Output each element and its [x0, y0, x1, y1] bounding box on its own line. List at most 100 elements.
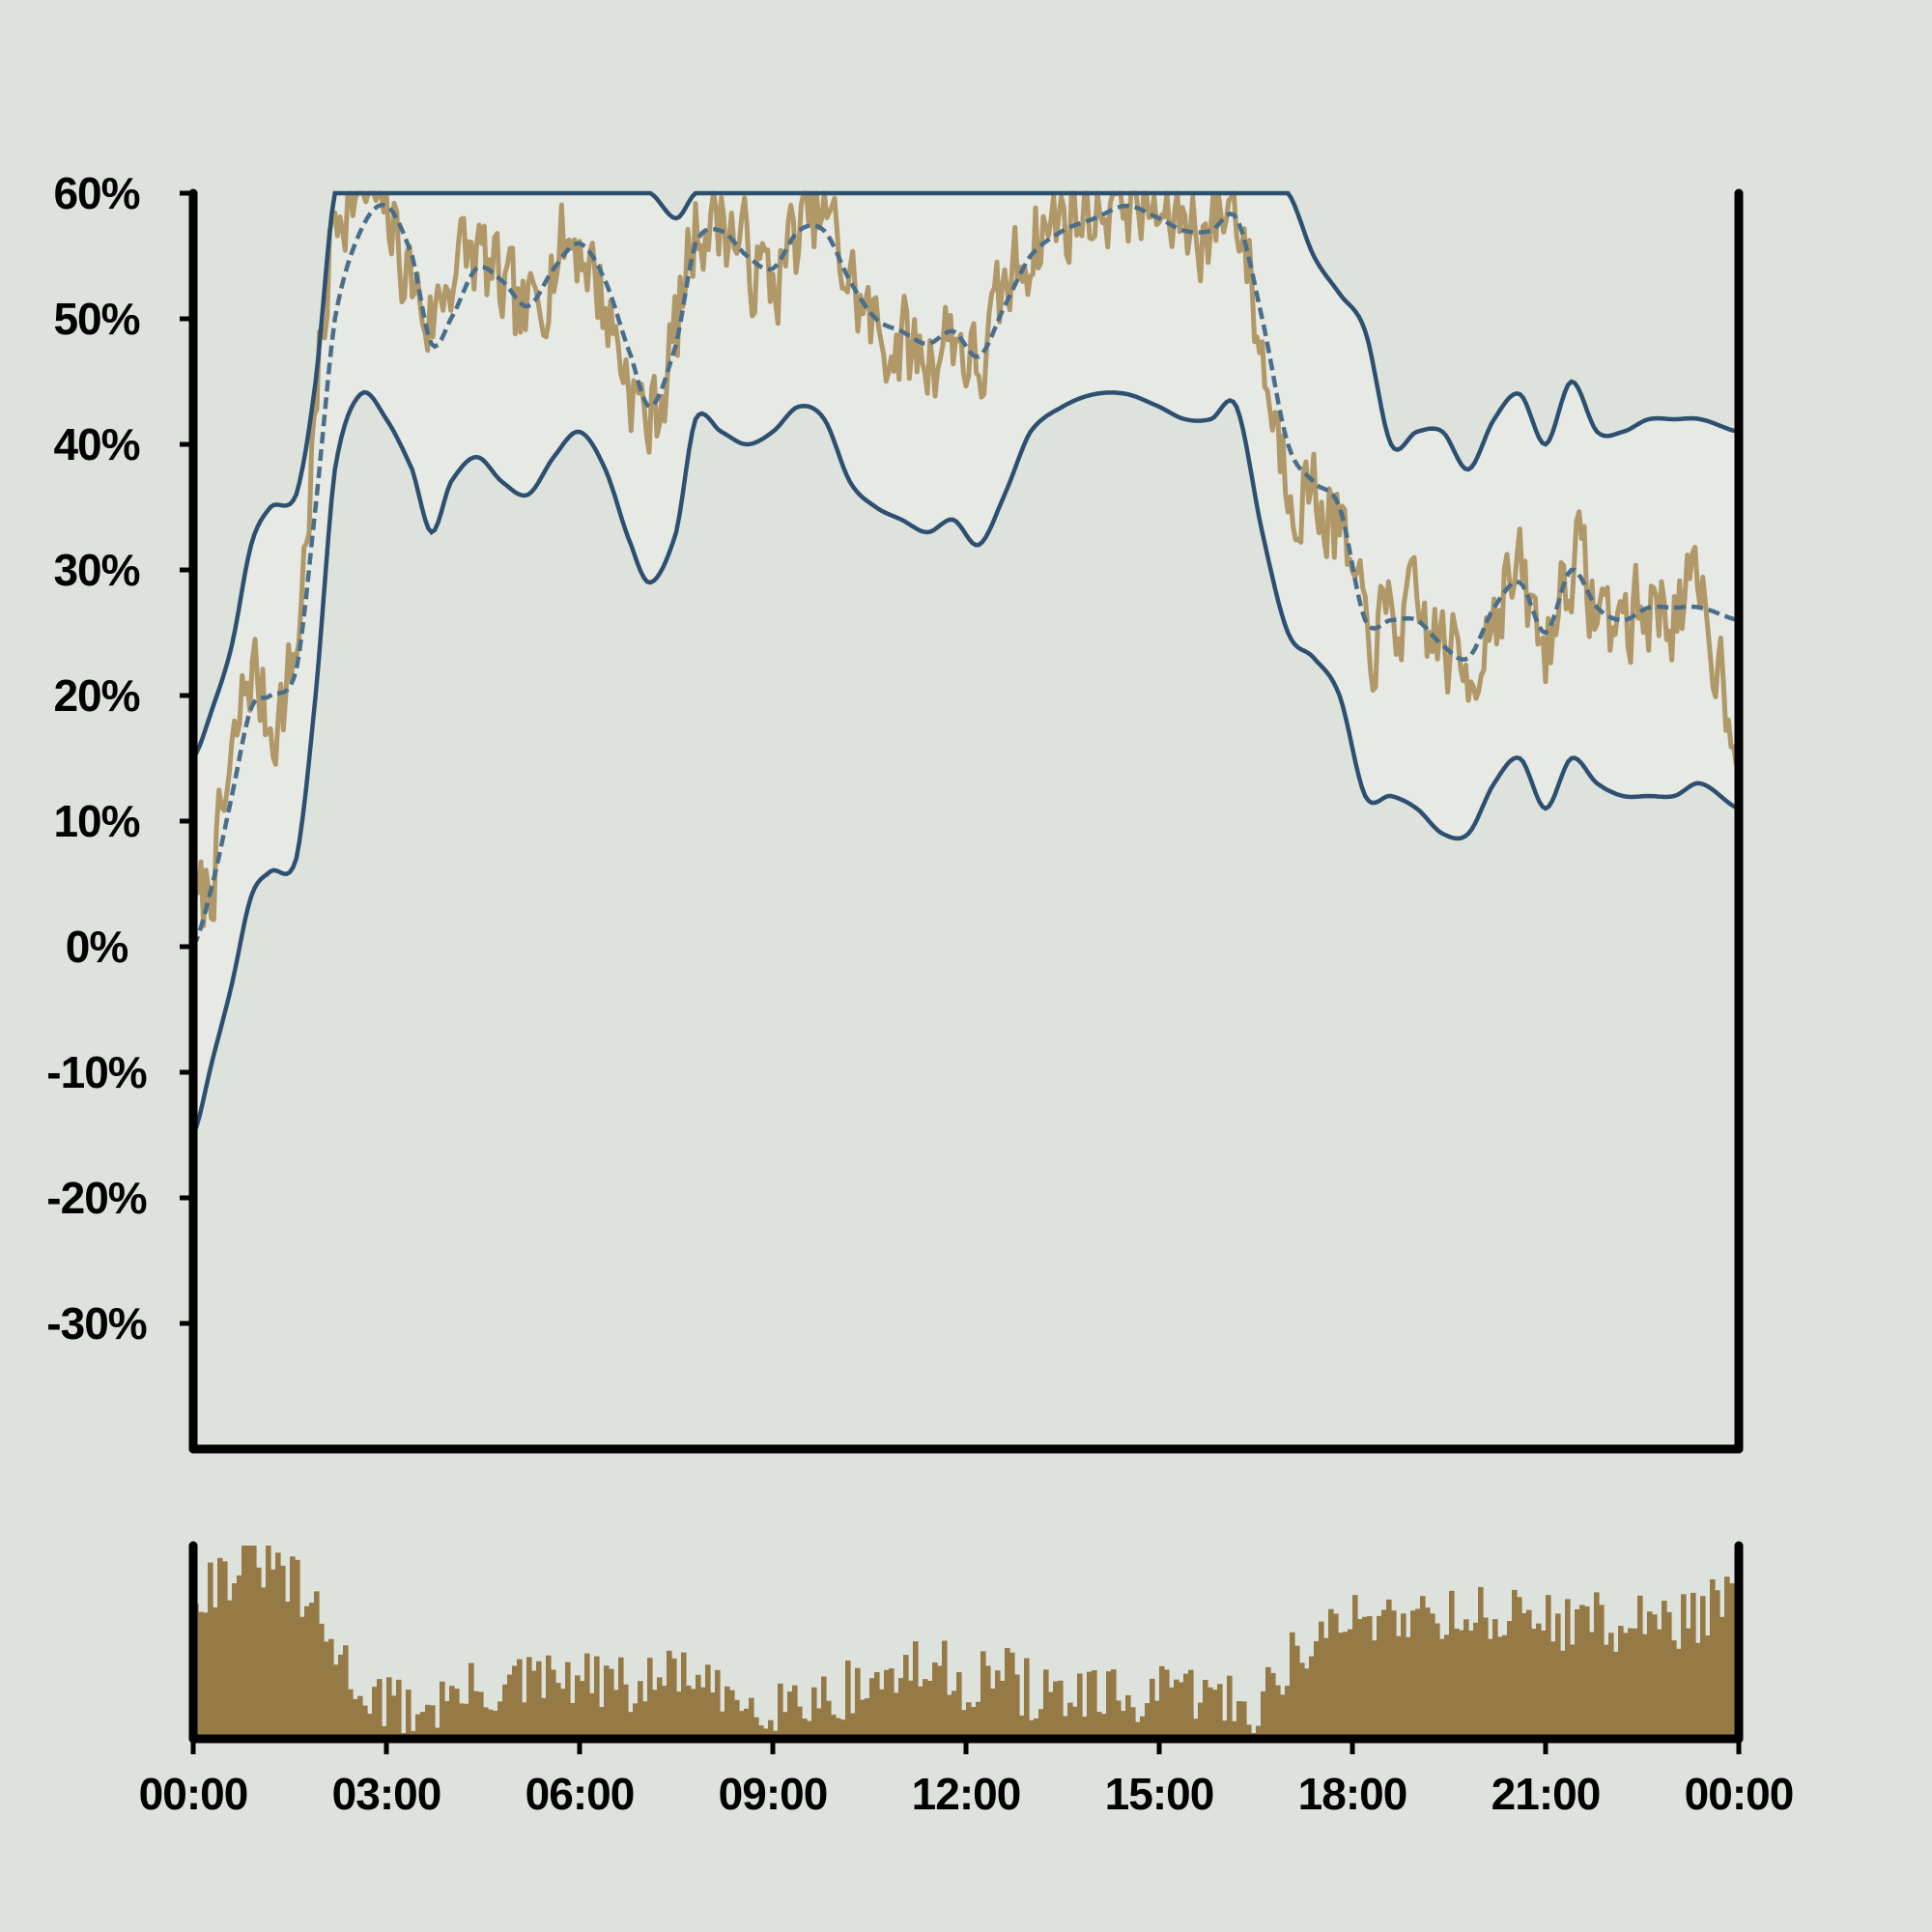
volume-bar	[362, 1705, 368, 1739]
x-tick-label: 18:00	[1298, 1769, 1407, 1819]
y-tick-label: 10%	[53, 796, 139, 846]
volume-bar	[990, 1688, 996, 1739]
volume-bar	[749, 1697, 754, 1739]
label-layer: 60% 50% 40% 30% 20% 10% 0% -10% -20% -30% 00:00 03:…	[46, 168, 1794, 1819]
volume-bar	[1063, 1716, 1068, 1739]
volume-bar	[1092, 1670, 1097, 1739]
volume-bar	[1686, 1628, 1691, 1739]
x-tick-label: 06:00	[526, 1769, 635, 1819]
volume-bar	[1724, 1577, 1730, 1739]
volume-bar	[884, 1669, 890, 1739]
volume-bar	[1227, 1675, 1233, 1739]
volume-bar	[976, 1701, 981, 1739]
volume-bar	[952, 1690, 957, 1739]
volume-bar	[1145, 1703, 1151, 1739]
volume-bar	[1589, 1632, 1595, 1739]
volume-bar	[710, 1692, 716, 1739]
volume-bar	[1410, 1610, 1416, 1739]
volume-bar	[647, 1658, 653, 1739]
volume-bar	[256, 1567, 262, 1739]
volume-bar	[831, 1715, 837, 1739]
volume-bar	[497, 1701, 503, 1739]
volume-bar	[1695, 1642, 1701, 1739]
volume-bar	[1096, 1712, 1102, 1739]
volume-bar	[1608, 1633, 1614, 1739]
volume-bar	[778, 1683, 783, 1739]
x-tick-label: 15:00	[1105, 1769, 1214, 1819]
volume-bar	[1681, 1594, 1687, 1739]
volume-bar	[1599, 1605, 1605, 1739]
volume-bar	[551, 1669, 556, 1739]
volume-bar	[1299, 1662, 1305, 1739]
volume-bar	[1579, 1605, 1585, 1739]
volume-bar	[251, 1546, 257, 1739]
volume-bar	[1179, 1682, 1184, 1739]
volume-bar	[1222, 1720, 1228, 1739]
volume-bar	[662, 1686, 668, 1739]
volume-bar	[1072, 1706, 1078, 1739]
volume-bar	[1584, 1605, 1590, 1739]
volume-bar	[1169, 1687, 1175, 1739]
volume-bar	[1212, 1690, 1218, 1739]
volume-bar	[1550, 1641, 1556, 1739]
volume-bar	[1135, 1721, 1141, 1739]
volume-bar	[667, 1650, 672, 1739]
volume-bar	[908, 1680, 914, 1739]
volume-bar	[227, 1600, 233, 1739]
volume-bar	[821, 1676, 827, 1739]
volume-bar	[584, 1653, 590, 1739]
volume-bar	[1314, 1640, 1320, 1739]
band-area	[193, 193, 1739, 1135]
volume-bar	[1198, 1702, 1204, 1739]
volume-bar	[918, 1686, 923, 1739]
volume-bar	[589, 1692, 595, 1739]
volume-bar	[391, 1695, 397, 1739]
volume-bar	[937, 1665, 943, 1739]
volume-bar	[526, 1657, 532, 1739]
volume-bar	[826, 1700, 832, 1739]
volume-bar	[469, 1662, 474, 1739]
volume-bar	[894, 1692, 899, 1739]
volume-bar	[652, 1690, 658, 1739]
volume-bar	[633, 1703, 639, 1739]
volume-bar	[1265, 1666, 1271, 1739]
volume-bar	[353, 1698, 358, 1739]
volume-bar	[430, 1705, 436, 1739]
volume-bar	[836, 1718, 841, 1739]
volume-bar	[1488, 1638, 1493, 1739]
volume-bar	[947, 1694, 952, 1739]
volume-bar	[1367, 1616, 1373, 1739]
volume-bar	[1521, 1612, 1527, 1739]
volume-bar	[1038, 1709, 1044, 1739]
volume-bar	[1497, 1636, 1503, 1739]
volume-bar	[1715, 1590, 1720, 1739]
volume-bar	[1492, 1619, 1498, 1739]
volume-bar	[222, 1561, 228, 1739]
volume-bar	[502, 1684, 508, 1739]
volume-bar	[396, 1679, 402, 1739]
volume-bar	[319, 1623, 325, 1739]
volume-bar	[357, 1695, 363, 1739]
volume-bar	[816, 1708, 822, 1739]
volume-bar	[1705, 1635, 1711, 1739]
volume-bar	[1512, 1589, 1518, 1739]
volume-bar	[449, 1686, 455, 1739]
volume-bar	[1406, 1636, 1411, 1739]
volume-bar	[1546, 1595, 1551, 1739]
x-tick-label: 00:00	[139, 1769, 248, 1819]
volume-bar	[729, 1690, 735, 1739]
volume-bar	[1671, 1640, 1677, 1739]
volume-bar	[483, 1707, 489, 1739]
volume-bar	[850, 1713, 856, 1739]
volume-bar	[1526, 1609, 1532, 1739]
volume-bar	[1019, 1715, 1025, 1739]
volume-bar	[299, 1616, 305, 1739]
volume-bar	[961, 1710, 967, 1739]
volume-bar	[1396, 1635, 1402, 1739]
volume-bar	[1111, 1669, 1117, 1739]
volume-bar	[348, 1689, 354, 1739]
volume-bar	[580, 1681, 585, 1739]
volume-bar	[980, 1651, 986, 1739]
volume-bar	[377, 1679, 383, 1739]
